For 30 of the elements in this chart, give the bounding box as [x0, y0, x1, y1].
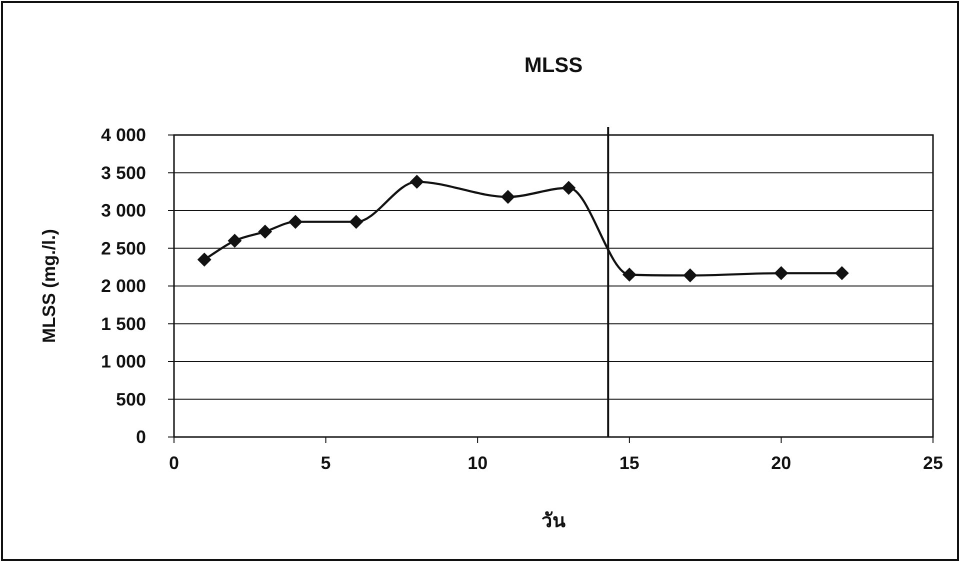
x-tick-label: 5	[320, 453, 331, 473]
y-tick-label: 1 500	[100, 314, 146, 334]
x-tick-label: 10	[468, 453, 488, 473]
point	[562, 180, 576, 195]
chart-title: MLSS	[524, 54, 583, 77]
point	[410, 174, 424, 189]
point	[349, 214, 364, 229]
point	[622, 268, 636, 282]
x-tick-label: 20	[771, 453, 792, 473]
point	[228, 234, 242, 248]
point	[834, 266, 849, 280]
y-tick-label: 2 500	[100, 238, 146, 258]
y-tick-label: 2 000	[100, 276, 146, 296]
y-tick-label: 3 000	[100, 200, 146, 220]
x-tick-label: 25	[922, 453, 944, 473]
y-tick-label: 500	[116, 389, 146, 410]
y-tick-label: 1 000	[100, 352, 146, 372]
point	[197, 252, 212, 267]
y-tick-label: 3 500	[100, 162, 146, 183]
point	[288, 214, 302, 229]
y-tick-label: 0	[136, 427, 146, 447]
point	[683, 268, 698, 282]
point	[500, 190, 515, 204]
x-tick-label: 0	[168, 453, 180, 473]
x-tick-label: 15	[619, 453, 640, 473]
y-tick-label: 4 000	[100, 125, 146, 145]
point	[258, 224, 272, 239]
y-axis-title: MLSS (mg./l.)	[39, 229, 59, 343]
point	[774, 266, 788, 280]
x-axis-title: วัน	[542, 511, 566, 532]
